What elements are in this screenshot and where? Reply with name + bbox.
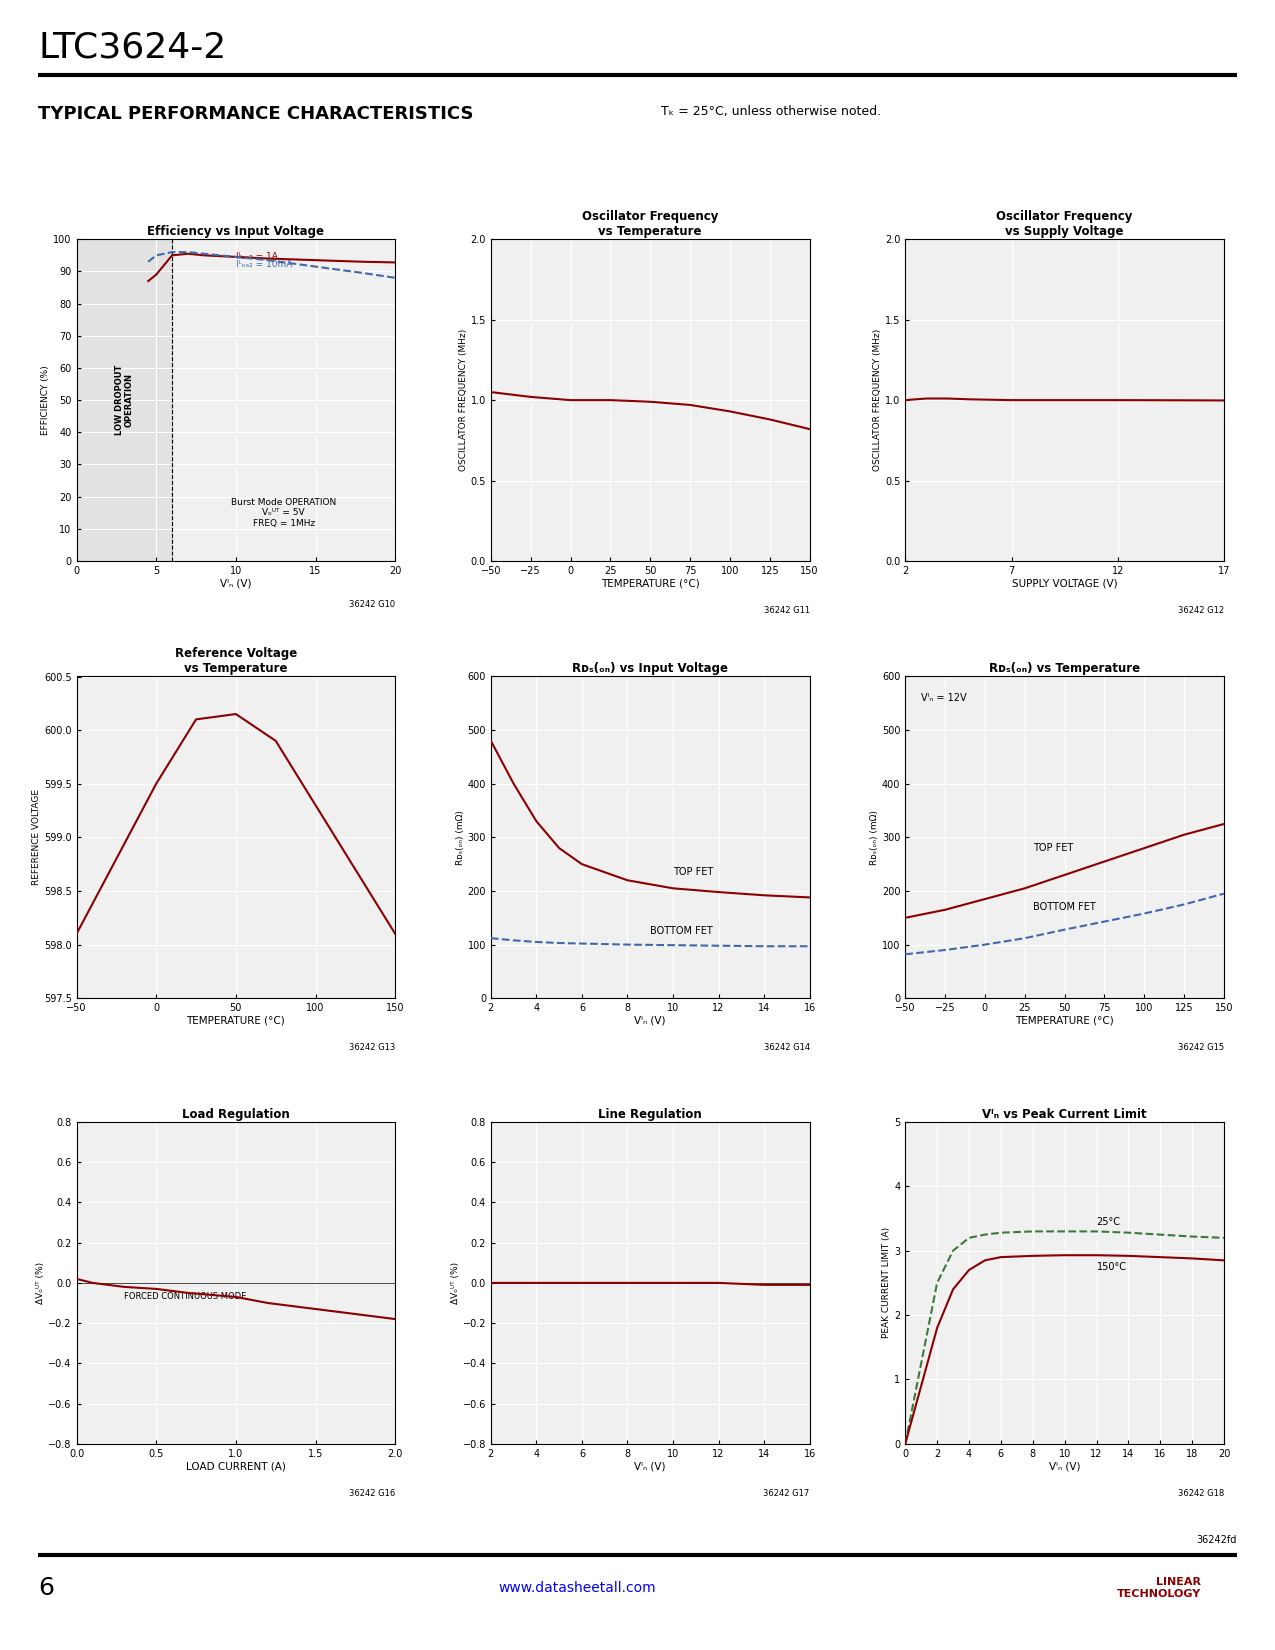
Y-axis label: Rᴅₛ(ₒₙ) (mΩ): Rᴅₛ(ₒₙ) (mΩ) xyxy=(455,810,464,865)
Text: BOTTOM FET: BOTTOM FET xyxy=(1033,903,1095,912)
Text: 6: 6 xyxy=(38,1576,55,1600)
Title: Oscillator Frequency
vs Supply Voltage: Oscillator Frequency vs Supply Voltage xyxy=(997,210,1132,238)
Y-axis label: ΔVₒᵁᵀ (%): ΔVₒᵁᵀ (%) xyxy=(37,1262,46,1304)
Title: Rᴅₛ(ₒₙ) vs Temperature: Rᴅₛ(ₒₙ) vs Temperature xyxy=(989,662,1140,675)
Title: Rᴅₛ(ₒₙ) vs Input Voltage: Rᴅₛ(ₒₙ) vs Input Voltage xyxy=(572,662,728,675)
X-axis label: TEMPERATURE (°C): TEMPERATURE (°C) xyxy=(1015,1016,1114,1026)
Text: Vᴵₙ = 12V: Vᴵₙ = 12V xyxy=(921,693,966,703)
Title: Line Regulation: Line Regulation xyxy=(598,1107,703,1120)
Text: Iᴸₒₐ₂ = 10mA: Iᴸₒₐ₂ = 10mA xyxy=(236,259,292,269)
Title: Efficiency vs Input Voltage: Efficiency vs Input Voltage xyxy=(148,224,324,238)
Text: TYPICAL PERFORMANCE CHARACTERISTICS: TYPICAL PERFORMANCE CHARACTERISTICS xyxy=(38,106,474,124)
X-axis label: LOAD CURRENT (A): LOAD CURRENT (A) xyxy=(186,1462,286,1472)
X-axis label: TEMPERATURE (°C): TEMPERATURE (°C) xyxy=(601,579,700,589)
Text: 36242 G10: 36242 G10 xyxy=(349,599,395,609)
Text: LINEAR
TECHNOLOGY: LINEAR TECHNOLOGY xyxy=(1117,1577,1201,1599)
Text: 25°C: 25°C xyxy=(1096,1218,1121,1228)
X-axis label: SUPPLY VOLTAGE (V): SUPPLY VOLTAGE (V) xyxy=(1012,579,1117,589)
Text: 36242 G13: 36242 G13 xyxy=(349,1043,395,1053)
Text: FORCED CONTINUOUS MODE: FORCED CONTINUOUS MODE xyxy=(124,1292,246,1300)
Y-axis label: REFERENCE VOLTAGE: REFERENCE VOLTAGE xyxy=(32,789,41,886)
Title: Vᴵₙ vs Peak Current Limit: Vᴵₙ vs Peak Current Limit xyxy=(982,1107,1148,1120)
Text: TOP FET: TOP FET xyxy=(673,866,713,876)
X-axis label: Vᴵₙ (V): Vᴵₙ (V) xyxy=(1049,1462,1080,1472)
Text: BOTTOM FET: BOTTOM FET xyxy=(650,926,713,936)
Text: 36242 G14: 36242 G14 xyxy=(764,1043,810,1053)
X-axis label: TEMPERATURE (°C): TEMPERATURE (°C) xyxy=(186,1016,286,1026)
Text: 36242 G12: 36242 G12 xyxy=(1178,606,1224,615)
Text: LOW DROPOUT
OPERATION: LOW DROPOUT OPERATION xyxy=(115,365,134,436)
Text: Burst Mode OPERATION
Vₒᵁᵀ = 5V
FREQ = 1MHz: Burst Mode OPERATION Vₒᵁᵀ = 5V FREQ = 1M… xyxy=(231,498,337,528)
Y-axis label: EFFICIENCY (%): EFFICIENCY (%) xyxy=(42,365,51,436)
X-axis label: Vᴵₙ (V): Vᴵₙ (V) xyxy=(635,1016,666,1026)
Bar xyxy=(76,239,172,561)
Title: Reference Voltage
vs Temperature: Reference Voltage vs Temperature xyxy=(175,647,297,675)
Text: LTC3624-2: LTC3624-2 xyxy=(38,30,227,64)
Y-axis label: Rᴅₛ(ₒₙ) (mΩ): Rᴅₛ(ₒₙ) (mΩ) xyxy=(870,810,878,865)
Title: Load Regulation: Load Regulation xyxy=(182,1107,289,1120)
Text: TOP FET: TOP FET xyxy=(1033,843,1074,853)
Text: 36242fd: 36242fd xyxy=(1196,1534,1237,1544)
Title: Oscillator Frequency
vs Temperature: Oscillator Frequency vs Temperature xyxy=(583,210,718,238)
Y-axis label: ΔVₒᵁᵀ (%): ΔVₒᵁᵀ (%) xyxy=(451,1262,460,1304)
Text: 36242 G17: 36242 G17 xyxy=(764,1488,810,1498)
Text: 36242 G11: 36242 G11 xyxy=(764,606,810,615)
Text: www.datasheetall.com: www.datasheetall.com xyxy=(499,1581,657,1596)
Text: 36242 G18: 36242 G18 xyxy=(1178,1488,1224,1498)
X-axis label: Vᴵₙ (V): Vᴵₙ (V) xyxy=(635,1462,666,1472)
Y-axis label: PEAK CURRENT LIMIT (A): PEAK CURRENT LIMIT (A) xyxy=(882,1228,891,1338)
X-axis label: Vᴵₙ (V): Vᴵₙ (V) xyxy=(221,579,251,589)
Text: Iᴸₒₐ₂ = 1A: Iᴸₒₐ₂ = 1A xyxy=(236,252,278,261)
Text: Tₖ = 25°C, unless otherwise noted.: Tₖ = 25°C, unless otherwise noted. xyxy=(662,106,881,119)
Y-axis label: OSCILLATOR FREQUENCY (MHz): OSCILLATOR FREQUENCY (MHz) xyxy=(459,328,468,472)
Y-axis label: OSCILLATOR FREQUENCY (MHz): OSCILLATOR FREQUENCY (MHz) xyxy=(873,328,882,472)
Text: 150°C: 150°C xyxy=(1096,1262,1127,1272)
Text: 36242 G16: 36242 G16 xyxy=(349,1488,395,1498)
Text: 36242 G15: 36242 G15 xyxy=(1178,1043,1224,1053)
